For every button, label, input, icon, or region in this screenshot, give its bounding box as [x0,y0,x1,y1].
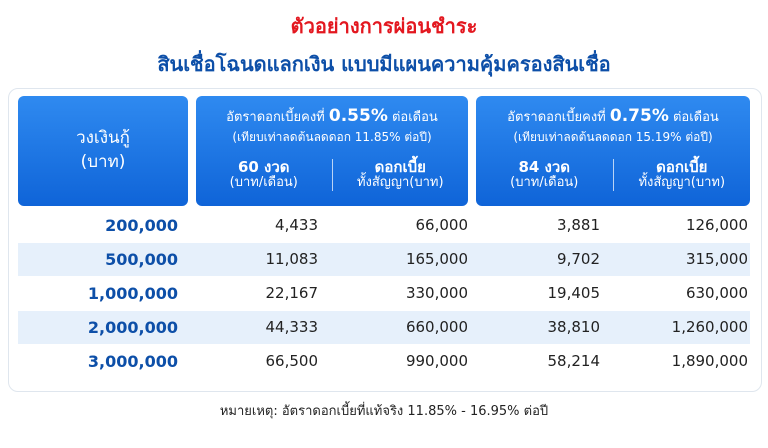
column-unit: (บาท/เดือน) [229,175,298,190]
footnote: หมายเหตุ: อัตราดอกเบี้ยที่แท้จริง 11.85%… [219,404,549,419]
rate-prefix: อัตราดอกเบี้ยคงที่ [507,110,610,125]
header-text: วงเงินกู้ [76,128,130,148]
table-cell: 66,500 [265,352,319,370]
loan-amount: 3,000,000 [87,352,178,371]
title: ตัวอย่างการผ่อนชำระ [290,14,478,38]
table-cell: 22,167 [265,284,319,302]
table-row: 3,000,000 66,500 990,000 58,214 1,890,000 [18,345,750,378]
table-frame [8,88,762,392]
subtitle: สินเชื่อโฉนดแลกเงิน แบบมีแผนความคุ้มครอง… [157,52,611,76]
table-cell: 990,000 [405,352,468,370]
rate-suffix: ต่อเดือน [668,110,719,125]
table-cell: 11,083 [265,250,319,268]
column-title: 84 งวด [518,158,571,176]
amount-header: วงเงินกู้ (บาท) [18,96,188,206]
table-cell: 9,702 [557,250,600,268]
table-cell: 3,881 [557,216,600,234]
column-header: ดอกเบี้ย ทั้งสัญญา(บาท) [612,158,751,191]
equivalent-rate: (เทียบเท่าลดต้นลดดอก 15.19% ต่อปี) [513,130,713,144]
rate-line: อัตราดอกเบี้ยคงที่ 0.55% ต่อเดือน [196,106,468,127]
table-cell: 315,000 [685,250,748,268]
table-row: 1,000,000 22,167 330,000 19,405 630,000 [18,277,750,310]
loan-amount: 2,000,000 [87,318,178,337]
table-cell: 660,000 [405,318,468,336]
loan-amount: 1,000,000 [87,284,178,303]
rate-value: 0.75% [609,106,669,126]
rate-value: 0.55% [328,106,388,126]
table-cell: 1,260,000 [671,318,748,336]
column-header: 60 งวด (บาท/เดือน) [196,159,332,191]
header-text: (บาท) [80,152,126,172]
table-cell: 38,810 [547,318,601,336]
column-title: 60 งวด [237,158,290,176]
table-row: 500,000 11,083 165,000 9,702 315,000 [18,243,750,276]
column-unit: (บาท/เดือน) [510,175,579,190]
table-cell: 126,000 [685,216,748,234]
table-cell: 4,433 [275,216,318,234]
table-cell: 66,000 [415,216,469,234]
table-row: 200,000 4,433 66,000 3,881 126,000 [18,209,750,242]
group-header: อัตราดอกเบี้ยคงที่ 0.75% ต่อเดือน (เทียบเ… [476,96,750,206]
table-cell: 630,000 [685,284,748,302]
table-row: 2,000,000 44,333 660,000 38,810 1,260,000 [18,311,750,344]
table-cell: 19,405 [547,284,601,302]
rate-suffix: ต่อเดือน [387,110,438,125]
column-headers: 60 งวด (บาท/เดือน) ดอกเบี้ย ทั้งสัญญา(บาท) [196,159,468,191]
rate-prefix: อัตราดอกเบี้ยคงที่ [226,110,329,125]
loan-amount: 200,000 [105,216,178,235]
column-title: ดอกเบี้ย [656,158,708,176]
column-header: 84 งวด (บาท/เดือน) [476,159,613,191]
loan-amount: 500,000 [105,250,178,269]
table-cell: 58,214 [547,352,601,370]
table-cell: 165,000 [405,250,468,268]
group-header: อัตราดอกเบี้ยคงที่ 0.55% ต่อเดือน (เทียบเ… [196,96,468,206]
column-header: ดอกเบี้ย ทั้งสัญญา(บาท) [331,158,469,191]
rate-line: อัตราดอกเบี้ยคงที่ 0.75% ต่อเดือน [476,106,750,127]
equivalent-rate: (เทียบเท่าลดต้นลดดอก 11.85% ต่อปี) [232,130,432,144]
column-title: ดอกเบี้ย [374,158,426,176]
column-unit: ทั้งสัญญา(บาท) [638,175,726,190]
table-cell: 44,333 [265,318,319,336]
column-headers: 84 งวด (บาท/เดือน) ดอกเบี้ย ทั้งสัญญา(บาท) [476,159,750,191]
table-cell: 330,000 [405,284,468,302]
column-unit: ทั้งสัญญา(บาท) [356,175,444,190]
table-cell: 1,890,000 [671,352,748,370]
